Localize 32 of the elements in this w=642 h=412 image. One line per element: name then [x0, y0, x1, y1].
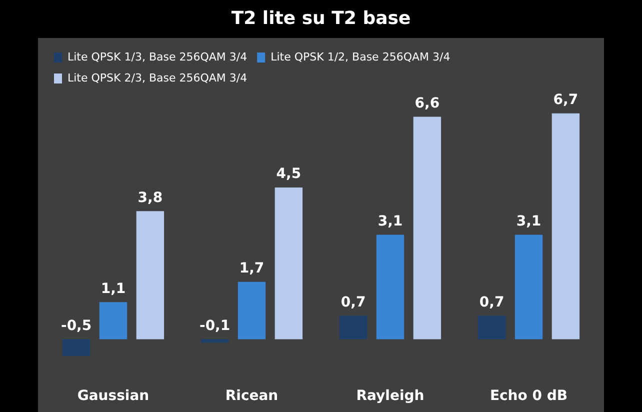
data-label: 0,7 — [479, 294, 504, 310]
legend-label: Lite QPSK 2/3, Base 256QAM 3/4 — [68, 71, 248, 84]
bar — [552, 113, 580, 340]
data-label: 3,1 — [516, 213, 542, 230]
data-label: -0,5 — [61, 318, 92, 334]
data-label: 1,1 — [100, 280, 126, 297]
bar — [339, 316, 368, 340]
bar — [99, 302, 128, 340]
bar — [136, 211, 164, 340]
bar — [62, 339, 90, 356]
bar — [274, 188, 303, 340]
data-label: 3,8 — [138, 190, 163, 206]
bar — [413, 116, 442, 340]
bar — [238, 282, 266, 340]
bar — [478, 316, 506, 340]
data-label: -0,1 — [200, 318, 230, 334]
data-label: 1,7 — [239, 260, 264, 277]
bar — [200, 339, 229, 343]
x-tick-label: Echo 0 dB — [490, 388, 568, 404]
x-tick-label: Gaussian — [77, 388, 150, 404]
data-label: 4,5 — [276, 166, 302, 182]
data-label: 6,7 — [553, 92, 578, 108]
legend-label: Lite QPSK 1/2, Base 256QAM 3/4 — [270, 50, 450, 64]
legend-label: Lite QPSK 1/3, Base 256QAM 3/4 — [68, 50, 248, 64]
data-label: 3,1 — [378, 213, 403, 230]
x-tick-label: Rayleigh — [356, 388, 424, 404]
data-label: 0,7 — [340, 294, 366, 310]
bar — [376, 234, 404, 340]
x-tick-label: Ricean — [225, 388, 278, 404]
data-label: 6,6 — [414, 95, 440, 112]
bar — [514, 234, 543, 340]
chart-title: T2 lite su T2 base — [230, 8, 412, 31]
